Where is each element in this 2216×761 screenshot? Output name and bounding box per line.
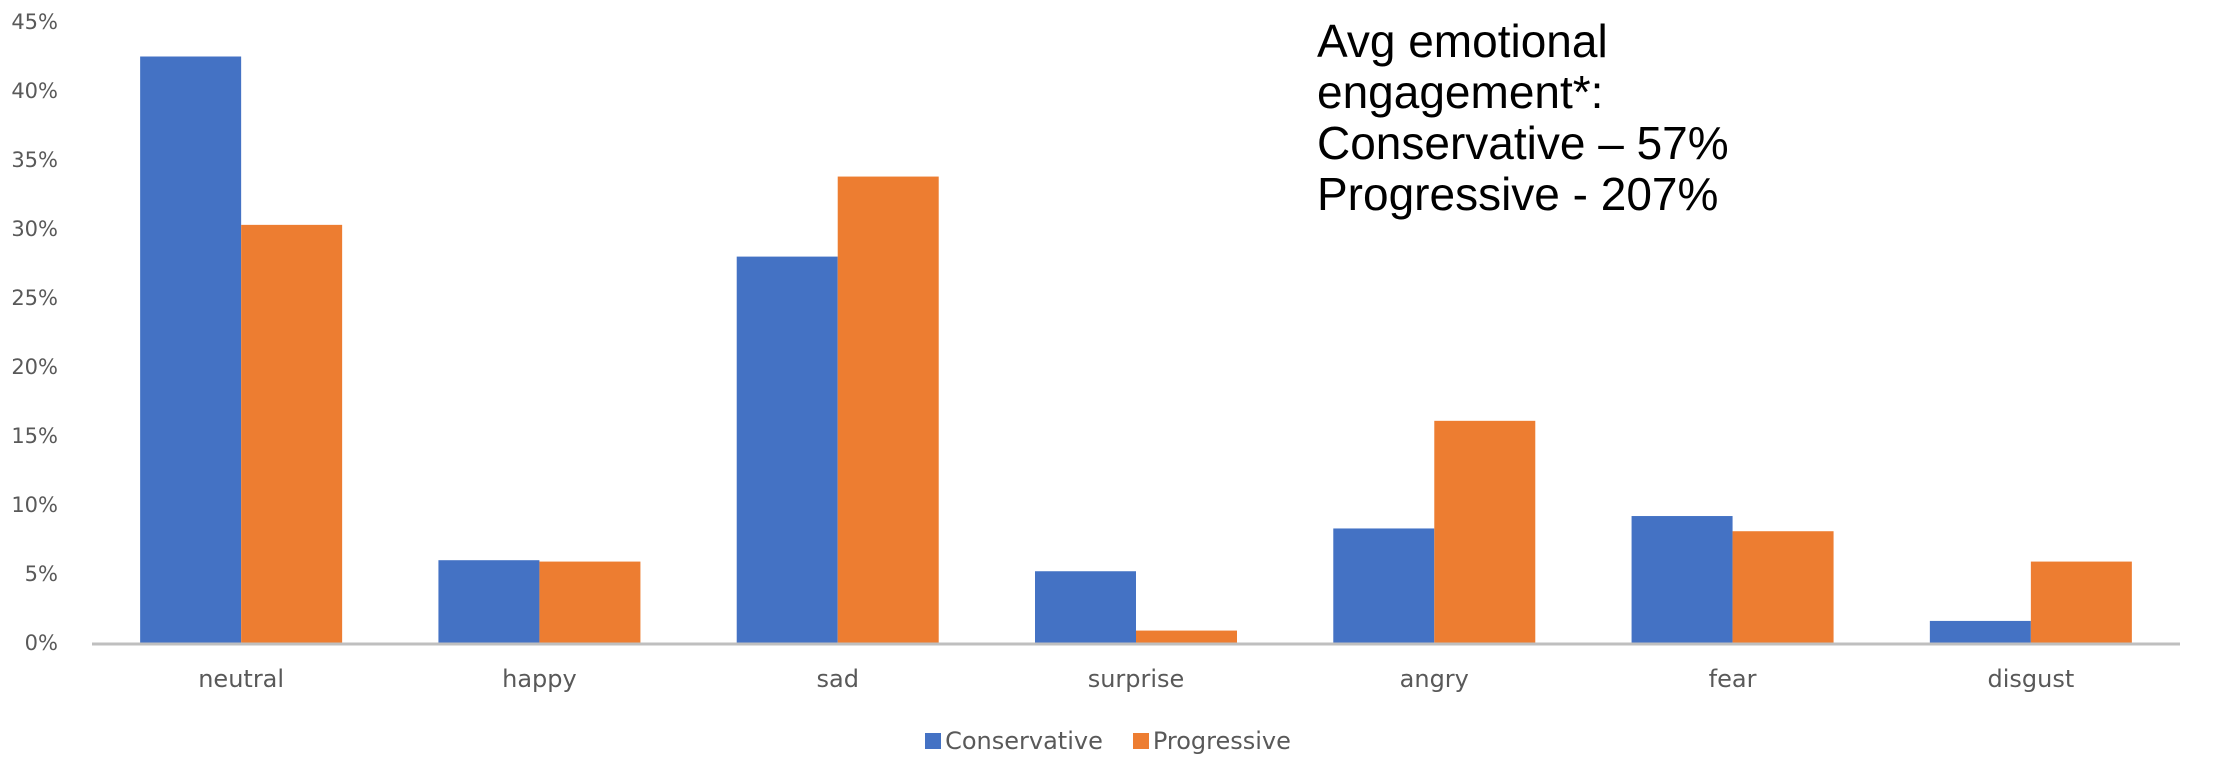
bar-conservative-happy <box>438 560 540 643</box>
x-axis-labels: neutral happy sad surprise angry fear disgust <box>198 665 2074 693</box>
engagement-annotation: Avg emotional engagement*: Conservative … <box>1317 16 1729 220</box>
y-axis-ticks: 0% 5% 10% 15% 20% 25% 30% 35% 40% 45% <box>11 10 58 655</box>
legend-item-conservative: Conservative <box>925 727 1103 755</box>
x-tick-label-disgust: disgust <box>1987 665 2074 693</box>
x-tick-label-fear: fear <box>1709 665 1757 693</box>
annotation-line-2: engagement*: <box>1317 66 1604 118</box>
y-tick-label: 30% <box>11 217 58 241</box>
x-tick-label-neutral: neutral <box>198 665 284 693</box>
y-tick-label: 15% <box>11 424 58 448</box>
bar-progressive-neutral <box>241 224 343 644</box>
y-tick-label: 40% <box>11 79 58 103</box>
bars <box>140 56 2132 644</box>
annotation-line-1: Avg emotional <box>1317 15 1608 67</box>
bar-progressive-happy <box>539 561 641 643</box>
annotation-line-5: Progressive - 207% <box>1317 168 1719 220</box>
y-tick-label: 5% <box>25 562 58 586</box>
bar-progressive-disgust <box>2030 561 2132 643</box>
legend-label-progressive: Progressive <box>1152 727 1291 755</box>
bar-conservative-sad <box>736 256 838 643</box>
y-tick-label: 10% <box>11 493 58 517</box>
x-tick-label-angry: angry <box>1400 665 1469 693</box>
legend-label-conservative: Conservative <box>945 727 1103 755</box>
bar-conservative-angry <box>1333 528 1435 643</box>
y-tick-label: 0% <box>25 631 58 655</box>
chart-legend: Conservative Progressive <box>0 727 2216 755</box>
bar-progressive-fear <box>1732 531 1834 643</box>
y-tick-label: 20% <box>11 355 58 379</box>
annotation-line-4: Conservative – 57% <box>1317 117 1729 169</box>
x-tick-label-sad: sad <box>816 665 858 693</box>
x-tick-label-surprise: surprise <box>1088 665 1185 693</box>
y-tick-label: 35% <box>11 148 58 172</box>
bar-conservative-disgust <box>1929 620 2031 643</box>
legend-swatch-progressive <box>1132 733 1149 749</box>
y-tick-label: 45% <box>11 10 58 34</box>
legend-item-progressive: Progressive <box>1132 727 1291 755</box>
bar-conservative-surprise <box>1035 571 1136 643</box>
bar-progressive-sad <box>837 176 939 643</box>
bar-progressive-surprise <box>1136 630 1237 643</box>
bar-progressive-angry <box>1434 420 1536 643</box>
x-tick-label-happy: happy <box>502 665 577 693</box>
y-tick-label: 25% <box>11 286 58 310</box>
legend-swatch-conservative <box>925 733 942 749</box>
bar-conservative-fear <box>1631 516 1733 643</box>
bar-conservative-neutral <box>140 56 242 643</box>
